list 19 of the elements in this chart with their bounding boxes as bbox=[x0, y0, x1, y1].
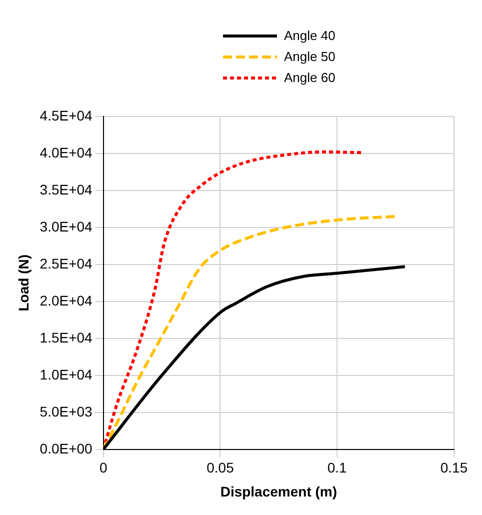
legend-label: Angle 50 bbox=[284, 49, 336, 64]
x-tick-label: 0.1 bbox=[327, 460, 348, 476]
y-tick-label: 3.0E+04 bbox=[40, 218, 93, 234]
legend-label: Angle 60 bbox=[284, 70, 336, 85]
x-tick-label: 0.15 bbox=[440, 460, 468, 476]
y-tick-label: 5.0E+03 bbox=[40, 403, 93, 420]
y-axis-title: Load (N) bbox=[15, 254, 32, 312]
y-tick-label: 1.0E+04 bbox=[40, 366, 93, 382]
legend-label: Angle 40 bbox=[284, 28, 336, 43]
x-axis-title: Displacement (m) bbox=[220, 483, 338, 500]
y-tick-label: 4.0E+04 bbox=[40, 144, 93, 160]
x-tick-label: 0 bbox=[99, 460, 108, 476]
y-tick-label: 4.5E+04 bbox=[40, 107, 93, 124]
y-tick-label: 2.5E+04 bbox=[40, 255, 93, 272]
y-tick-label: 1.5E+04 bbox=[40, 329, 93, 346]
x-tick-label: 0.05 bbox=[206, 460, 234, 476]
y-tick-label: 0.0E+00 bbox=[40, 440, 93, 456]
y-tick-label: 3.5E+04 bbox=[40, 181, 93, 198]
y-tick-label: 2.0E+04 bbox=[40, 292, 93, 308]
